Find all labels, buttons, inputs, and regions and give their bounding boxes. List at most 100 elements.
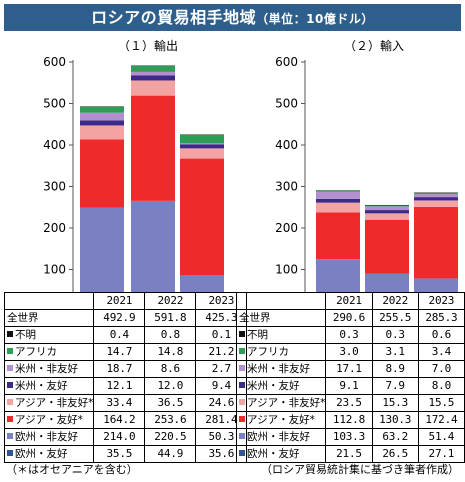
export-value-7-2021-text: 35.5 bbox=[106, 447, 133, 460]
import-value-2-2023: 7.0 bbox=[417, 360, 465, 378]
export-value-3-2021: 12.1 bbox=[93, 377, 146, 395]
export-value-5-2022-text: 253.6 bbox=[154, 413, 187, 426]
import-value-3-2022-text: 7.9 bbox=[385, 379, 405, 392]
title-main: ロシアの貿易相手地域 bbox=[91, 8, 257, 27]
export-table-row: アジア・友好* 164.2 253.6 281.4 bbox=[3, 411, 248, 429]
export-total-2021: 492.9 bbox=[93, 309, 146, 327]
import-value-7-2021: 21.5 bbox=[325, 445, 373, 463]
import-value-0-2022-text: 0.3 bbox=[385, 328, 405, 341]
export-bar-2021-seg-6 bbox=[80, 106, 124, 113]
import-total-label-text: 全世界 bbox=[239, 312, 271, 324]
import-bar-2023-seg-5 bbox=[414, 194, 458, 198]
import-value-5-2022-text: 130.3 bbox=[379, 413, 412, 426]
export-table: 2021 2022 2023 全世界 492.9 591.8 425.3 不明 0.4 0.8 0.… bbox=[3, 292, 248, 463]
import-value-7-2023: 27.1 bbox=[417, 445, 465, 463]
export-bar-2022-seg-2 bbox=[131, 95, 175, 201]
export-table-row: 米州・非友好 18.7 8.6 2.7 bbox=[3, 360, 248, 378]
export-value-5-2023-text: 281.4 bbox=[205, 413, 238, 426]
export-value-7-2021: 35.5 bbox=[93, 445, 146, 463]
export-row-label-7: 欧州・友好 bbox=[3, 445, 95, 463]
import-bar-2022-seg-6 bbox=[365, 205, 409, 207]
export-bar-2023-seg-6 bbox=[180, 134, 224, 144]
export-bar-2021-seg-4 bbox=[80, 120, 124, 126]
import-total-label: 全世界 bbox=[235, 309, 327, 327]
export-row-label-2-text: 米州・非友好 bbox=[15, 363, 78, 375]
import-bar-2022-seg-1 bbox=[365, 273, 409, 301]
export-bar-2023-seg-3 bbox=[180, 148, 224, 159]
import-subtitle: （２）輸入 bbox=[344, 38, 404, 53]
import-value-7-2023-text: 27.1 bbox=[428, 447, 455, 460]
legend-swatch bbox=[7, 450, 13, 456]
export-total-2021-text: 492.9 bbox=[103, 311, 136, 324]
export-value-5-2022: 253.6 bbox=[144, 411, 197, 429]
legend-swatch bbox=[239, 331, 245, 337]
export-xtick-2022: 2022 bbox=[144, 292, 197, 310]
export-value-0-2022: 0.8 bbox=[144, 326, 197, 344]
import-row-label-6-text: 欧州・非友好 bbox=[247, 431, 310, 443]
import-value-2-2022-text: 8.9 bbox=[385, 362, 405, 375]
export-value-5-2021-text: 164.2 bbox=[103, 413, 136, 426]
export-table-row: 欧州・友好 35.5 44.9 35.6 bbox=[3, 445, 248, 463]
import-bar-2021-seg-1 bbox=[316, 259, 360, 303]
export-value-0-2022-text: 0.8 bbox=[160, 328, 180, 341]
import-row-label-0-text: 不明 bbox=[247, 329, 268, 341]
legend-swatch bbox=[7, 416, 13, 422]
import-value-6-2023-text: 51.4 bbox=[428, 430, 455, 443]
export-value-4-2023-text: 24.6 bbox=[208, 396, 235, 409]
import-header-blank bbox=[235, 292, 327, 310]
export-bar-2023-seg-1 bbox=[180, 275, 224, 297]
legend-swatch bbox=[7, 399, 13, 405]
import-row-label-3: 米州・友好 bbox=[235, 377, 327, 395]
export-table-row: アフリカ 14.7 14.8 21.2 bbox=[3, 343, 248, 361]
import-xtick-2021: 2021 bbox=[325, 292, 373, 310]
export-row-label-0-text: 不明 bbox=[15, 329, 36, 341]
export-total-2022: 591.8 bbox=[144, 309, 197, 327]
export-value-0-2023-text: 0.1 bbox=[211, 328, 231, 341]
import-bar-2023-seg-6 bbox=[414, 192, 458, 195]
import-xtick-2023: 2023 bbox=[417, 292, 465, 310]
export-bar-2022-seg-1 bbox=[131, 200, 175, 293]
export-bar-2023-seg-4 bbox=[180, 144, 224, 149]
import-value-1-2022: 3.1 bbox=[371, 343, 419, 361]
import-bar-2022-seg-2 bbox=[365, 219, 409, 274]
export-value-6-2022-text: 220.5 bbox=[154, 430, 187, 443]
import-value-3-2021-text: 9.1 bbox=[339, 379, 359, 392]
export-total-label: 全世界 bbox=[3, 309, 95, 327]
import-total-2022: 255.5 bbox=[371, 309, 419, 327]
legend-swatch bbox=[239, 399, 245, 405]
export-chart-svg: （１）輸出0100200300400500600 bbox=[43, 38, 224, 318]
import-ytick-300: 300 bbox=[275, 180, 298, 194]
import-value-6-2023: 51.4 bbox=[417, 428, 465, 446]
import-bar-2023-seg-4 bbox=[414, 197, 458, 201]
export-value-4-2021-text: 33.4 bbox=[106, 396, 133, 409]
legend-swatch bbox=[239, 348, 245, 354]
export-row-label-3-text: 米州・友好 bbox=[15, 380, 68, 392]
export-value-3-2023-text: 9.4 bbox=[211, 379, 231, 392]
footnote-left: （＊はオセアニアを含む） bbox=[6, 463, 138, 476]
export-row-label-3: 米州・友好 bbox=[3, 377, 95, 395]
export-row-label-5: アジア・友好* bbox=[3, 411, 95, 429]
export-value-4-2021: 33.4 bbox=[93, 394, 146, 412]
import-table: 2021 2022 2023 全世界 290.6 255.5 285.3 不明 0.3 0.3 0.… bbox=[235, 292, 465, 463]
export-value-6-2021-text: 214.0 bbox=[103, 430, 136, 443]
export-table-row: 不明 0.4 0.8 0.1 bbox=[3, 326, 248, 344]
import-value-0-2022: 0.3 bbox=[371, 326, 419, 344]
import-bar-2023-seg-2 bbox=[414, 206, 458, 279]
legend-swatch bbox=[239, 433, 245, 439]
import-total-2022-text: 255.5 bbox=[379, 311, 412, 324]
export-value-7-2022: 44.9 bbox=[144, 445, 197, 463]
export-value-0-2021-text: 0.4 bbox=[109, 328, 129, 341]
export-value-3-2022: 12.0 bbox=[144, 377, 197, 395]
export-value-1-2023-text: 21.2 bbox=[208, 345, 235, 358]
import-chart: （２）輸入0100200300400500600 bbox=[232, 36, 465, 318]
import-row-label-4-text: アジア・非友好* bbox=[247, 397, 326, 409]
export-chart: （１）輸出0100200300400500600 bbox=[0, 36, 228, 318]
import-value-2-2021: 17.1 bbox=[325, 360, 373, 378]
import-row-label-7: 欧州・友好 bbox=[235, 445, 327, 463]
import-table-row: アジア・友好* 112.8 130.3 172.4 bbox=[235, 411, 465, 429]
import-row-label-4: アジア・非友好* bbox=[235, 394, 327, 412]
import-bar-2022-seg-5 bbox=[365, 206, 409, 211]
import-xtick-2021-text: 2021 bbox=[336, 294, 362, 307]
export-value-7-2023: 35.6 bbox=[195, 445, 248, 463]
import-value-2-2022: 8.9 bbox=[371, 360, 419, 378]
